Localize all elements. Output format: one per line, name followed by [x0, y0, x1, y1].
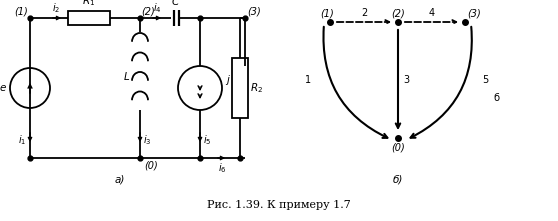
Text: б: б: [493, 93, 499, 103]
Text: (3): (3): [467, 9, 481, 19]
Text: б): б): [393, 175, 403, 185]
Text: $e$: $e$: [0, 83, 7, 93]
Text: (0): (0): [144, 161, 158, 171]
Text: (1): (1): [320, 9, 334, 19]
Text: $L$: $L$: [123, 70, 130, 82]
Text: $i_5$: $i_5$: [203, 133, 211, 147]
Text: Рис. 1.39. К примеру 1.7: Рис. 1.39. К примеру 1.7: [207, 200, 351, 210]
Text: (0): (0): [391, 143, 405, 153]
Text: $R_2$: $R_2$: [250, 81, 263, 95]
Text: $i_2$: $i_2$: [52, 1, 60, 15]
Text: $i_4$: $i_4$: [153, 1, 161, 15]
Text: 2: 2: [361, 8, 367, 18]
Bar: [68, 11, 110, 25]
Text: $R_1$: $R_1$: [83, 0, 95, 8]
Text: 1: 1: [305, 75, 311, 85]
Text: (2): (2): [141, 6, 155, 16]
Text: $i_3$: $i_3$: [143, 133, 151, 147]
Text: 3: 3: [403, 75, 409, 85]
Text: (2): (2): [391, 9, 405, 19]
Bar: [232, 58, 248, 118]
Text: а): а): [115, 175, 125, 185]
Text: (1): (1): [15, 6, 28, 16]
Text: $j$: $j$: [225, 73, 231, 87]
Text: 5: 5: [482, 75, 488, 85]
Text: $i_6$: $i_6$: [218, 161, 227, 175]
Text: 4: 4: [429, 8, 435, 18]
Text: $C$: $C$: [171, 0, 181, 7]
Text: (3): (3): [247, 6, 261, 16]
Text: $i_1$: $i_1$: [18, 133, 26, 147]
